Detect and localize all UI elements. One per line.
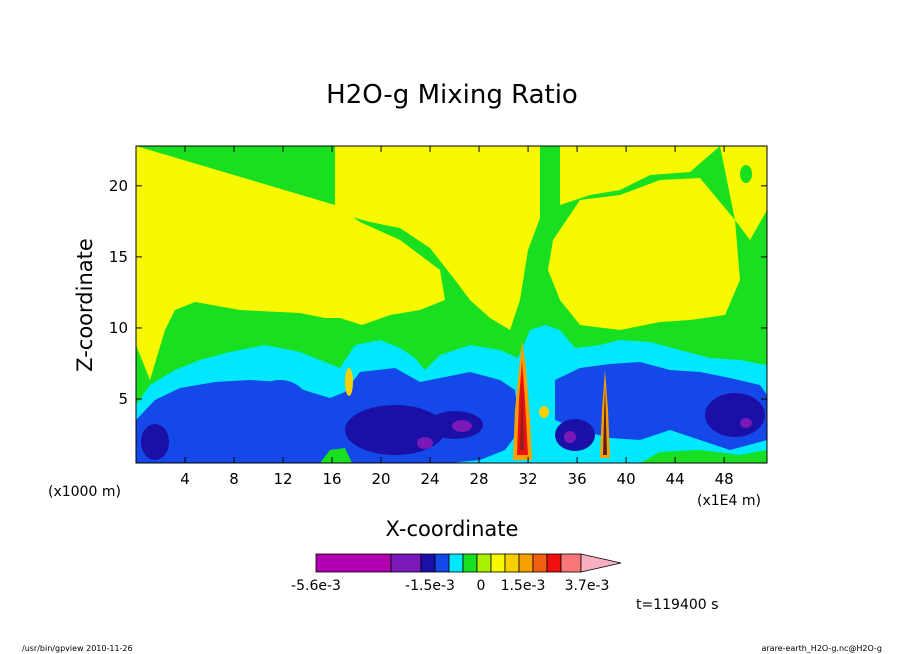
chart-title: H2O-g Mixing Ratio <box>326 80 578 110</box>
plume-center <box>520 380 524 450</box>
yellow-region-west <box>136 146 540 380</box>
colorbar-segment <box>518 553 534 573</box>
purple-patch-1 <box>452 420 472 432</box>
green-strip-2 <box>640 450 767 463</box>
x-ticks: 4 8 12 16 20 24 28 32 36 40 44 48 <box>180 146 734 488</box>
x-tick-label: 8 <box>229 470 239 488</box>
dark-blue-patch-5 <box>705 393 765 437</box>
yellow-cell-2 <box>539 406 549 418</box>
time-label: t=119400 s <box>636 597 718 613</box>
colorbar-segment <box>476 553 492 573</box>
x-tick-label: 4 <box>180 470 190 488</box>
colorbar-tick-label: 0 <box>477 578 486 594</box>
colorbar-segment <box>434 553 450 573</box>
colorbar-segment <box>420 553 436 573</box>
colorbar-segment <box>560 553 582 573</box>
colorbar-tick-label: -1.5e-3 <box>405 578 455 594</box>
yellow-region-east <box>548 146 740 330</box>
colorbar-labels: -5.6e-3 -1.5e-3 0 1.5e-3 3.7e-3 <box>291 578 609 594</box>
footer-right: arare-earth_H2O-g.nc@H2O-g <box>761 644 882 653</box>
purple-patch-3 <box>564 431 576 443</box>
colorbar-segment <box>315 553 392 573</box>
colorbar-segment <box>504 553 520 573</box>
x-tick-label: 12 <box>273 470 292 488</box>
green-island <box>740 165 752 183</box>
colorbar-segment <box>462 553 478 573</box>
colorbar-extend-arrow <box>580 553 622 573</box>
blue-patch <box>250 380 310 436</box>
x-tick-label: 28 <box>470 470 489 488</box>
y-axis-label: Z-coordinate <box>73 238 97 372</box>
plot-frame <box>135 145 768 464</box>
x-tick-label: 40 <box>617 470 636 488</box>
x-tick-label: 36 <box>568 470 587 488</box>
colorbar-tick-label: -5.6e-3 <box>291 578 341 594</box>
colorbar-segment <box>546 553 562 573</box>
x-multiplier-label: (x1E4 m) <box>697 493 761 509</box>
purple-patch-2 <box>417 437 433 449</box>
x-tick-label: 32 <box>519 470 538 488</box>
colorbar-segment <box>532 553 548 573</box>
x-tick-label: 48 <box>715 470 734 488</box>
colorbar <box>315 553 622 573</box>
colorbar-tick-label: 1.5e-3 <box>501 578 546 594</box>
yellow-region-top <box>440 146 510 192</box>
purple-patch-4 <box>740 418 752 428</box>
y-tick-label: 15 <box>109 248 128 266</box>
x-tick-label: 24 <box>421 470 440 488</box>
x-axis-label: X-coordinate <box>386 517 519 541</box>
yellow-region-ne <box>720 146 767 240</box>
y-ticks: 5 10 15 20 <box>109 177 767 408</box>
x-unit-label: (x1000 m) <box>48 484 121 500</box>
dark-blue-patch-1 <box>141 424 169 460</box>
x-tick-label: 44 <box>666 470 685 488</box>
yellow-cell <box>345 368 353 396</box>
colorbar-segment <box>490 553 506 573</box>
y-tick-label: 10 <box>109 319 128 337</box>
y-tick-label: 20 <box>109 177 128 195</box>
y-tick-label: 5 <box>118 390 128 408</box>
green-strip <box>320 448 352 463</box>
x-tick-label: 16 <box>322 470 341 488</box>
colorbar-segment <box>390 553 422 573</box>
colorbar-tick-label: 3.7e-3 <box>565 578 610 594</box>
footer-left: /usr/bin/gpview 2010-11-26 <box>22 644 133 653</box>
x-tick-label: 20 <box>372 470 391 488</box>
colorbar-segment <box>448 553 464 573</box>
plume-2-core <box>603 385 607 455</box>
contour-field <box>136 146 767 463</box>
